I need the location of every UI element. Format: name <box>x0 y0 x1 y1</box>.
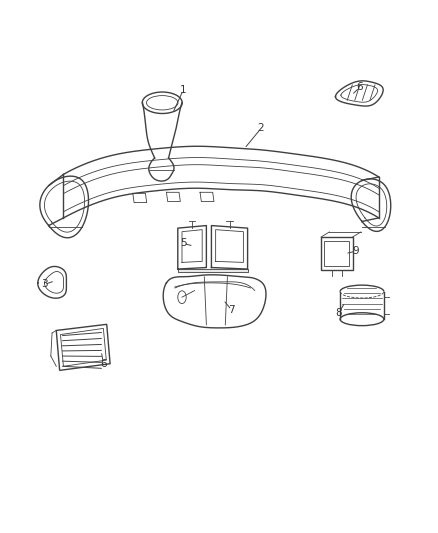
Text: 1: 1 <box>180 85 187 95</box>
Polygon shape <box>178 269 247 272</box>
Text: 9: 9 <box>352 246 359 256</box>
Text: 7: 7 <box>228 305 235 315</box>
Text: 5: 5 <box>180 238 187 248</box>
Text: 8: 8 <box>336 308 342 318</box>
Text: 2: 2 <box>258 123 265 133</box>
Text: 3: 3 <box>41 279 48 289</box>
Text: 6: 6 <box>357 83 363 92</box>
Text: 6: 6 <box>100 359 107 369</box>
